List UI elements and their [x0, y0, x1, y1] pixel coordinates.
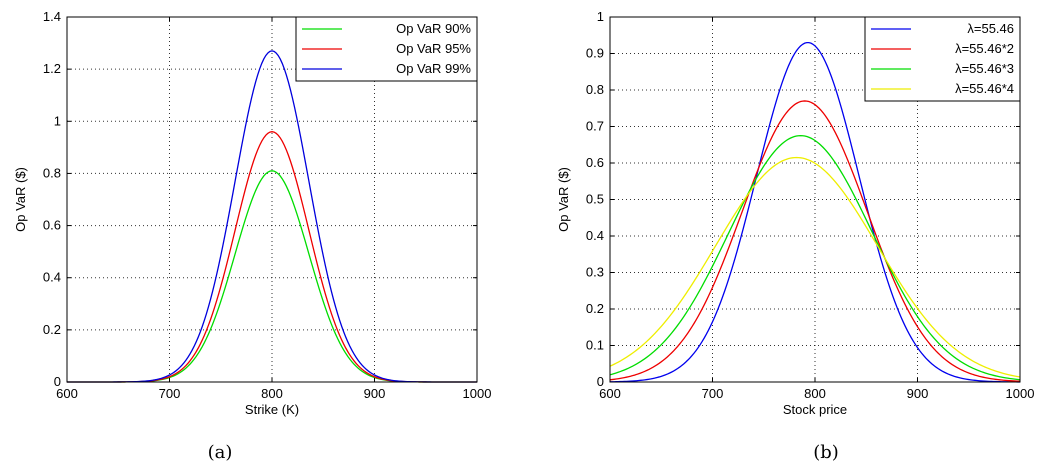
- y-tick-label: 0.5: [586, 192, 604, 207]
- chart-panel-b: 600 700 800 900 1000 0 0.1 0.2 0.3 0.4 0.5 0.6 0.7 0.…: [556, 9, 1034, 463]
- x-tick-label: 1000: [1006, 386, 1035, 401]
- legend-label-1: Op VaR 90%: [396, 21, 471, 36]
- y-tick-label: 0.2: [586, 301, 604, 316]
- x-tick-label: 800: [804, 386, 826, 401]
- series-line-1: [67, 170, 477, 383]
- legend-box: [864, 16, 1021, 102]
- legend-label-1: λ=55.46: [967, 21, 1014, 36]
- y-tick-label: 0.1: [586, 338, 604, 353]
- series-line-4: [609, 156, 1021, 378]
- x-tick-label: 600: [599, 386, 621, 401]
- x-tick-label: 600: [56, 386, 78, 401]
- series-line-3: [67, 50, 477, 383]
- y-tick-label: 0.8: [586, 82, 604, 97]
- y-tick-label: 0.7: [586, 119, 604, 134]
- panel-caption: (b): [813, 442, 839, 463]
- y-tick-label: 0: [54, 374, 61, 389]
- x-tick-label: 900: [364, 386, 386, 401]
- panel-caption: (a): [208, 442, 233, 463]
- y-tick-label: 0.8: [43, 165, 61, 180]
- legend-label-2: Op VaR 95%: [396, 41, 471, 56]
- y-tick-label: 0.4: [43, 270, 61, 285]
- y-tick-label: 0.4: [586, 228, 604, 243]
- y-tick-label: 1: [54, 113, 61, 128]
- y-tick-label: 1.4: [43, 9, 61, 24]
- y-tick-label: 0.6: [43, 218, 61, 233]
- series-line-3: [609, 134, 1021, 381]
- y-tick-label: 0: [597, 374, 604, 389]
- y-tick-label: 1: [597, 9, 604, 24]
- x-tick-label: 700: [159, 386, 181, 401]
- y-axis-label: Op VaR ($): [556, 167, 571, 232]
- y-axis-label: Op VaR ($): [13, 167, 28, 232]
- x-tick-label: 800: [261, 386, 283, 401]
- chart-panel-a: 600 700 800 900 1000 0 0.2 0.4 0.6 0.8 1 1.2 1.4 Stri…: [13, 9, 491, 463]
- legend-label-3: λ=55.46*3: [955, 61, 1014, 76]
- y-tick-label: 0.6: [586, 155, 604, 170]
- x-axis-label: Stock price: [783, 402, 847, 417]
- y-tick-label: 0.9: [586, 46, 604, 61]
- series-line-1: [609, 41, 1021, 383]
- legend-label-4: λ=55.46*4: [955, 81, 1014, 96]
- series-line-2: [609, 100, 1021, 382]
- y-tick-label: 1.2: [43, 61, 61, 76]
- x-tick-label: 1000: [463, 386, 492, 401]
- x-tick-label: 900: [907, 386, 929, 401]
- legend-label-2: λ=55.46*2: [955, 41, 1014, 56]
- y-tick-label: 0.2: [43, 322, 61, 337]
- y-tick-label: 0.3: [586, 265, 604, 280]
- x-axis-label: Strike (K): [245, 402, 299, 417]
- legend-label-3: Op VaR 99%: [396, 61, 471, 76]
- x-tick-label: 700: [702, 386, 724, 401]
